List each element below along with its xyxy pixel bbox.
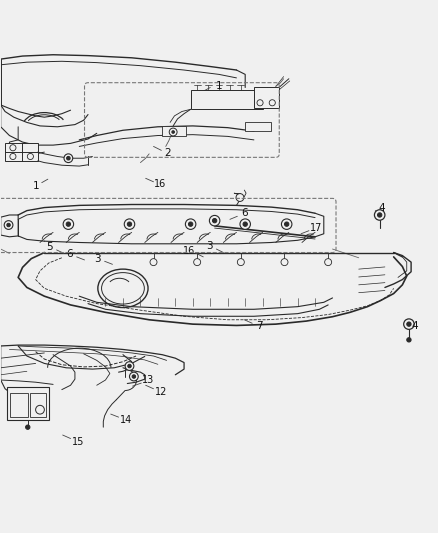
Text: 5: 5: [46, 242, 53, 252]
Text: 4: 4: [378, 203, 385, 213]
Circle shape: [125, 362, 134, 370]
Circle shape: [209, 215, 220, 226]
FancyBboxPatch shape: [254, 87, 279, 108]
Circle shape: [325, 259, 332, 265]
Circle shape: [243, 222, 247, 227]
Text: 1: 1: [33, 181, 40, 191]
Circle shape: [132, 375, 136, 378]
Circle shape: [374, 210, 385, 220]
Text: 14: 14: [120, 415, 133, 425]
Circle shape: [27, 154, 33, 159]
FancyBboxPatch shape: [191, 90, 263, 109]
Text: 15: 15: [72, 437, 85, 447]
Circle shape: [150, 259, 157, 265]
Circle shape: [282, 219, 292, 229]
Circle shape: [281, 259, 288, 265]
Circle shape: [237, 259, 244, 265]
Text: 3: 3: [94, 254, 101, 264]
Circle shape: [285, 222, 289, 227]
Circle shape: [240, 219, 251, 229]
Circle shape: [67, 157, 70, 160]
Circle shape: [188, 222, 193, 227]
Text: 16: 16: [183, 246, 195, 256]
FancyBboxPatch shape: [245, 123, 272, 131]
Text: 3: 3: [206, 241, 213, 252]
Circle shape: [127, 222, 132, 227]
Circle shape: [66, 222, 71, 227]
Circle shape: [169, 128, 177, 136]
Circle shape: [10, 154, 16, 159]
Text: 17: 17: [310, 223, 322, 233]
Circle shape: [404, 319, 414, 329]
Text: 1: 1: [215, 81, 223, 91]
Circle shape: [4, 221, 13, 229]
Text: 16: 16: [154, 180, 166, 189]
FancyBboxPatch shape: [5, 143, 38, 161]
Circle shape: [130, 372, 138, 381]
Circle shape: [407, 322, 411, 326]
Text: 7: 7: [256, 321, 262, 332]
Circle shape: [10, 144, 16, 151]
Circle shape: [257, 100, 263, 106]
Circle shape: [172, 131, 174, 133]
Circle shape: [25, 425, 30, 430]
FancyBboxPatch shape: [11, 393, 28, 417]
Text: 4: 4: [411, 321, 418, 332]
Circle shape: [269, 100, 276, 106]
Text: 2: 2: [164, 148, 171, 158]
Circle shape: [185, 219, 196, 229]
Text: 13: 13: [142, 375, 154, 385]
Circle shape: [128, 364, 131, 368]
Text: 6: 6: [67, 249, 73, 259]
Circle shape: [212, 219, 217, 223]
FancyBboxPatch shape: [7, 387, 49, 420]
Circle shape: [63, 219, 74, 229]
FancyBboxPatch shape: [162, 126, 186, 135]
Circle shape: [64, 154, 73, 163]
FancyBboxPatch shape: [30, 393, 46, 417]
Text: 6: 6: [241, 208, 247, 218]
Circle shape: [194, 259, 201, 265]
Circle shape: [378, 213, 382, 217]
Circle shape: [35, 405, 44, 414]
Circle shape: [7, 223, 11, 227]
Circle shape: [407, 338, 411, 342]
Circle shape: [124, 219, 135, 229]
Text: 12: 12: [155, 387, 168, 397]
Circle shape: [236, 193, 244, 201]
